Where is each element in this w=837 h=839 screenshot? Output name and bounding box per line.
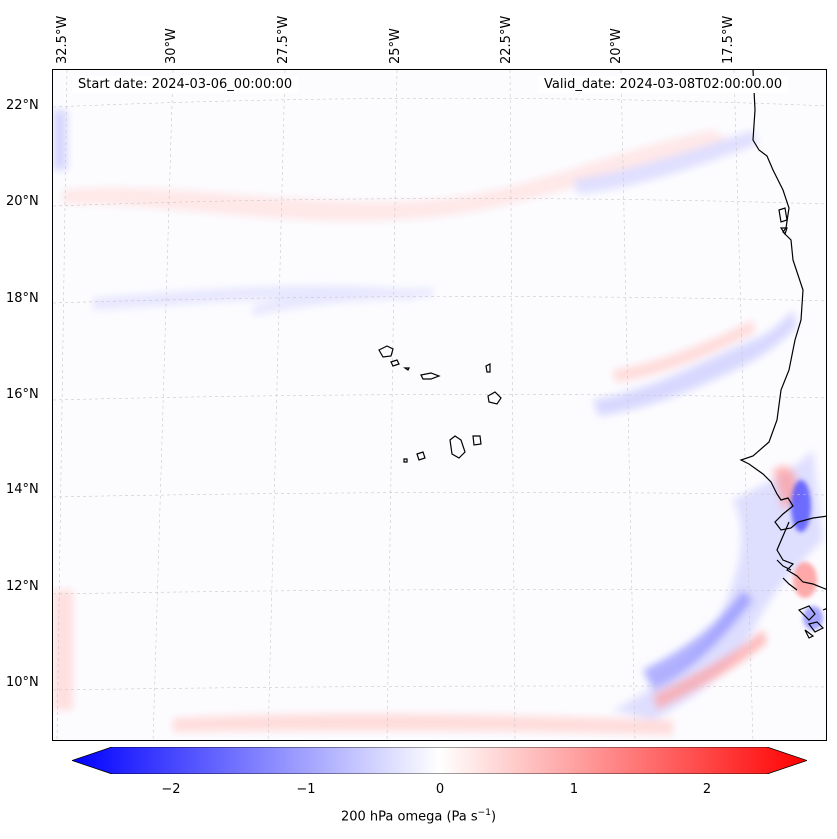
lat-label-20n: 20°N — [6, 194, 39, 209]
omega-strong-cores — [791, 480, 823, 630]
lon-label-32-5w: 32.5°W — [55, 15, 70, 64]
west-africa-coastline — [739, 70, 826, 639]
cape-verde-islands — [378, 345, 502, 463]
lon-label-22-5w: 22.5°W — [499, 15, 514, 64]
colorbar-tick-neg1: −1 — [296, 782, 316, 797]
colorbar-label: 200 hPa omega (Pa s−1) — [0, 808, 837, 824]
valid-date-label: Valid_date: 2024-03-08T02:00:00.00 — [538, 76, 789, 93]
lon-label-27-5w: 27.5°W — [276, 15, 291, 64]
colorbar-tick-1: 1 — [569, 782, 579, 797]
lon-label-30w: 30°W — [164, 28, 179, 64]
lon-label-25w: 25°W — [388, 28, 403, 64]
lat-label-14n: 14°N — [6, 482, 39, 497]
lon-label-17-5w: 17.5°W — [721, 15, 736, 64]
lat-label-22n: 22°N — [6, 98, 39, 113]
lon-label-20w: 20°W — [609, 28, 624, 64]
lat-label-10n: 10°N — [6, 675, 39, 690]
colorbar-label-close: ) — [490, 809, 497, 825]
start-date-label: Start date: 2024-03-06_00:00:00 — [72, 76, 299, 93]
colorbar-label-text: 200 hPa omega (Pa s — [340, 809, 478, 825]
colorbar-tick-0: 0 — [435, 782, 445, 797]
omega-field — [53, 110, 823, 735]
colorbar-label-exponent: −1 — [477, 808, 491, 818]
lat-label-18n: 18°N — [6, 291, 39, 306]
colorbar — [72, 747, 807, 774]
map-panel — [52, 69, 827, 741]
map-canvas — [53, 70, 826, 740]
colorbar-tick-neg2: −2 — [161, 782, 181, 797]
colorbar-tick-2: 2 — [702, 782, 712, 797]
lat-label-12n: 12°N — [6, 579, 39, 594]
graticule — [53, 70, 826, 740]
colorbar-gradient — [72, 747, 807, 774]
lat-label-16n: 16°N — [6, 387, 39, 402]
